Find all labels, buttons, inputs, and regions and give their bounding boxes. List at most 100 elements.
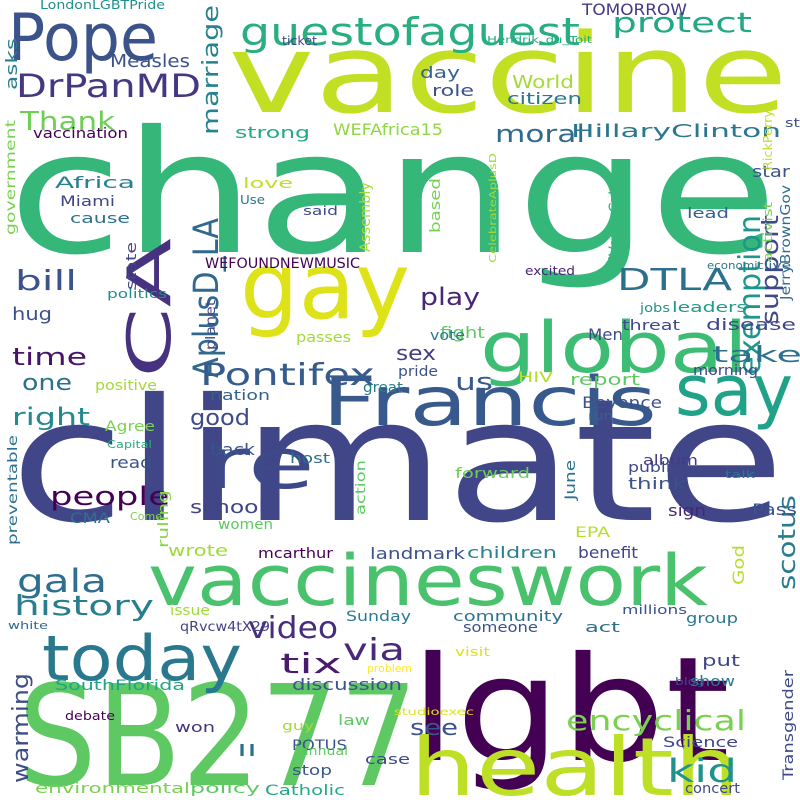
word-dtla: DTLA xyxy=(617,263,733,298)
word-god: God xyxy=(729,545,748,585)
word-miami: Miami xyxy=(60,194,115,210)
word-live: live xyxy=(764,259,791,272)
word-today: today xyxy=(42,622,242,695)
word-passes: passes xyxy=(296,330,351,346)
word-economic: economic xyxy=(707,259,764,272)
word-love: love xyxy=(243,176,293,192)
word-capital: Capital xyxy=(107,438,152,451)
word-blog: blog xyxy=(675,675,705,688)
word-lgbt: lgbt xyxy=(410,626,730,795)
word-discussion: discussion xyxy=(292,675,402,694)
word-morning: morning xyxy=(693,363,758,379)
word-preventable: preventable xyxy=(6,435,21,545)
word-album: album xyxy=(643,453,698,469)
word-put: put xyxy=(702,651,740,670)
word-support: support xyxy=(756,215,784,325)
word-back: back xyxy=(210,440,256,459)
word-warming: warming xyxy=(9,673,34,783)
word-white: white xyxy=(8,619,48,632)
word-lead: lead xyxy=(687,206,729,222)
word-catholic: Catholic xyxy=(265,783,345,799)
word-policy: policy xyxy=(190,781,260,797)
word-qrvcw4tx29: qRvcw4tX29 xyxy=(180,620,270,635)
word-francis: Francis xyxy=(322,363,657,442)
word-right: right xyxy=(12,403,90,431)
word-global: global xyxy=(480,307,748,389)
word-won: won xyxy=(175,720,215,736)
word-activist: activist xyxy=(761,202,775,262)
word-guy: guy xyxy=(282,719,314,733)
word-pope: Pope xyxy=(8,1,158,76)
word-someone: someone xyxy=(463,620,538,636)
word-report: report xyxy=(570,370,640,389)
word-ruling: ruling xyxy=(156,490,172,548)
word-measles: Measles xyxy=(110,51,190,72)
word-cma: CMA xyxy=(70,511,111,527)
word-sex: sex xyxy=(396,341,436,365)
word-citizen: citizen xyxy=(507,89,582,108)
word-group: group xyxy=(686,611,738,627)
word-marriage: marriage xyxy=(199,5,224,135)
word-one: one xyxy=(22,371,72,396)
word-jobs: jobs xyxy=(639,301,670,315)
word-protect: protect xyxy=(612,6,752,39)
word-history: history xyxy=(14,589,154,622)
word-ivouqzczhl: iVouqzCzHl xyxy=(605,180,624,260)
word-debate: debate xyxy=(65,709,115,723)
word-visit: visit xyxy=(455,645,490,659)
word-scotus: scotus xyxy=(773,495,800,590)
word-climate: climate xyxy=(10,363,785,561)
word-people: people xyxy=(50,482,170,512)
word-fight: fight xyxy=(440,323,485,342)
word-tix: tix xyxy=(280,647,342,680)
word-action: action xyxy=(354,460,369,515)
word-jerrybrowngov: JerryBrownGov xyxy=(779,185,794,302)
word-sb277: SB277 xyxy=(18,656,418,800)
word-science: Science xyxy=(663,735,738,751)
word-epa: EPA xyxy=(575,525,611,541)
word-londonlgbtpride: LondonLGBTPride xyxy=(40,0,165,12)
word-excited: excited xyxy=(525,264,575,278)
word-community: community xyxy=(453,609,563,625)
word-play: play xyxy=(420,283,480,311)
word-state: state xyxy=(124,242,140,290)
word-show: show xyxy=(690,674,735,690)
word-june: June xyxy=(563,460,579,501)
word-tomorrow: TOMORROW xyxy=(581,0,687,19)
word-problem: problem xyxy=(367,662,412,675)
word-sign: sign xyxy=(668,501,706,520)
word-via: via xyxy=(343,633,405,668)
word-ll: ll xyxy=(237,741,257,760)
word-africa: Africa xyxy=(55,173,135,192)
word-issue: issue xyxy=(170,603,210,619)
word-men: Men xyxy=(588,325,623,344)
word-positive: positive xyxy=(95,378,157,394)
word-agree: Agree xyxy=(105,419,155,435)
word-wrote: wrote xyxy=(168,541,228,560)
word-pride: pride xyxy=(398,364,438,380)
word-hiv: HIV xyxy=(518,370,554,386)
word-pass: Pass xyxy=(752,500,797,519)
word-stop: stop xyxy=(292,763,332,779)
word-vaccineswork: vaccineswork xyxy=(148,540,709,622)
word-think: think xyxy=(628,474,687,493)
word-role: role xyxy=(432,81,474,100)
word-act: act xyxy=(585,620,621,636)
word-star: star xyxy=(752,162,791,181)
word-change: change xyxy=(8,95,778,293)
word-forward: forward xyxy=(455,466,530,482)
word-cause: cause xyxy=(70,211,130,227)
word-video: video xyxy=(248,611,338,646)
word-good: good xyxy=(190,406,250,431)
word-hug: hug xyxy=(12,304,52,325)
word-vaccine: vaccine xyxy=(228,10,788,138)
word-threat: threat xyxy=(622,318,681,334)
word-government: government xyxy=(4,120,19,235)
word-southflorida: SouthFlorida xyxy=(55,678,185,694)
word-bill: bill xyxy=(15,264,77,297)
word-great: great xyxy=(363,380,404,396)
word-based: based xyxy=(428,178,444,233)
word-hendrik-du-toit: Hendrik_du_Toit xyxy=(487,35,592,46)
